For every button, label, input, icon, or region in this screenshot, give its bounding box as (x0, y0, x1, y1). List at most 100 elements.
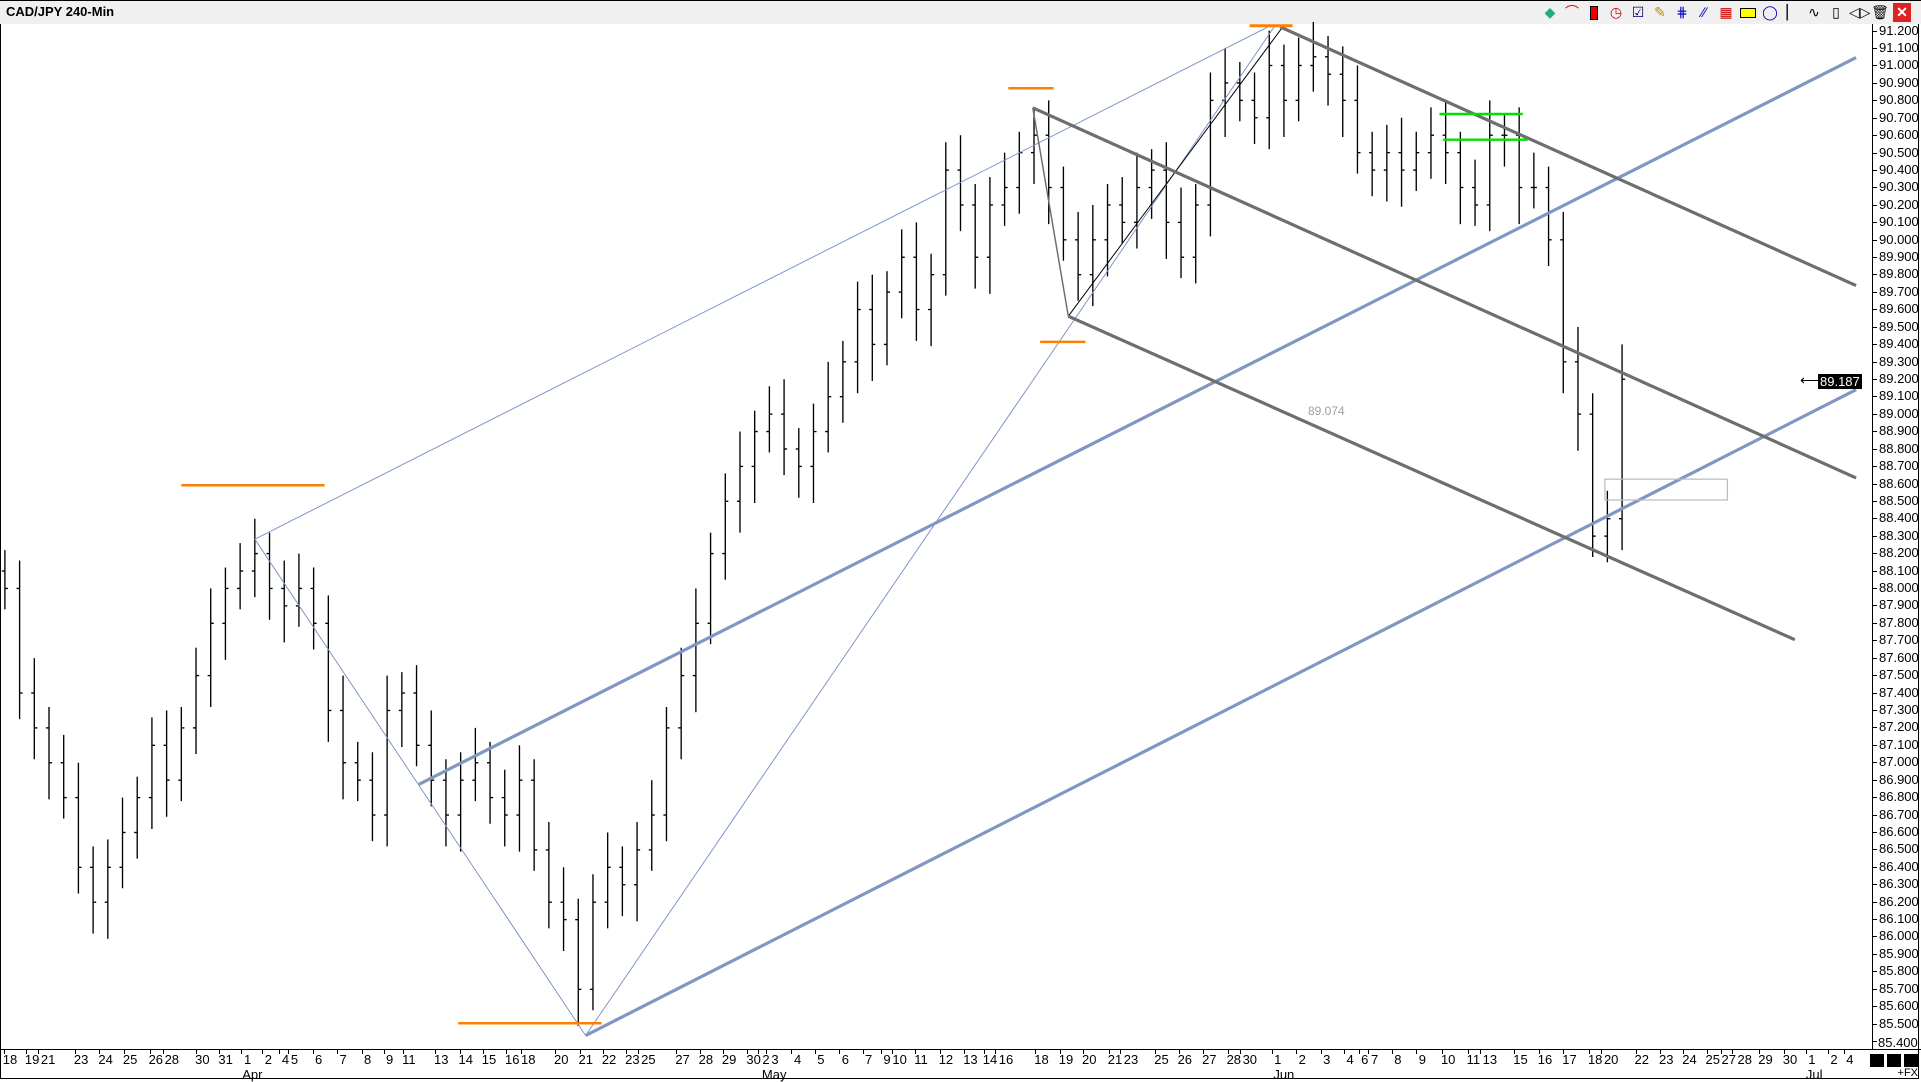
ohlc-bar (1295, 37, 1302, 122)
ohlc-bar (869, 274, 876, 382)
y-tick (1873, 431, 1877, 433)
x-tick (1635, 1050, 1637, 1054)
ohlc-bar (839, 340, 846, 423)
arrows-icon[interactable]: ◁▷ (1849, 4, 1871, 20)
x-tick-label: 30 (1782, 1052, 1798, 1067)
pitchfork-icon[interactable]: ⋕ (1676, 4, 1688, 20)
y-tick (1873, 1040, 1877, 1042)
x-tick-label: 4 (793, 1052, 802, 1067)
ohlc-bar (589, 874, 597, 1011)
x-tick (1035, 1050, 1037, 1054)
ohlc-bar (1310, 21, 1317, 92)
x-tick (361, 1050, 363, 1054)
ohlc-bar (678, 647, 685, 760)
x-tick (1239, 1050, 1241, 1054)
channel-line-middle[interactable] (1032, 106, 1857, 480)
fib-line[interactable] (254, 26, 1269, 540)
ohlc-bar (531, 759, 538, 871)
ohlc-bar (1163, 142, 1170, 259)
x-tick (1588, 1050, 1590, 1054)
x-tick (983, 1050, 985, 1054)
x-tick (880, 1050, 882, 1054)
x-tick (1296, 1050, 1298, 1054)
ohlc-bar (825, 361, 832, 453)
x-tick-label: 6 (315, 1052, 323, 1067)
blue-trendline-lower[interactable] (584, 388, 1857, 1037)
x-tick-label: 28 (1737, 1052, 1753, 1067)
pencil-icon[interactable]: ✎ (1654, 4, 1666, 20)
x-tick-label: 26 (1177, 1052, 1193, 1067)
x-tick-label: 9 (386, 1052, 394, 1067)
channel-line-bottom[interactable] (1067, 314, 1796, 642)
bar-icon[interactable]: ▏ (1786, 4, 1798, 20)
ohlc-bar (810, 403, 817, 504)
y-tick-label: 88.900 (1879, 423, 1919, 439)
x-tick-label: 9 (1418, 1052, 1426, 1067)
trash-icon[interactable]: 🗑 (1871, 4, 1889, 20)
x-tick-label: 5 (817, 1052, 825, 1067)
x-tick (765, 1050, 767, 1054)
zigzag-icon[interactable]: ∿ (1808, 4, 1820, 20)
ohlc-bar (604, 832, 611, 929)
grid-icon[interactable]: ▦ (1719, 4, 1733, 20)
ohlc-bar (251, 518, 258, 598)
x-tick-label: 15 (1513, 1052, 1528, 1067)
gray-box[interactable] (1604, 478, 1729, 501)
x-tick-label: 23 (625, 1052, 640, 1067)
ohlc-bar (413, 665, 420, 767)
y-tick (1873, 169, 1877, 171)
x-tick-label: 3 (1323, 1052, 1331, 1067)
y-tick-label: 85.600 (1879, 998, 1919, 1014)
x-tick (1827, 1050, 1829, 1054)
x-tick-label: 25 (1154, 1052, 1169, 1067)
ohlc-bar (207, 588, 214, 707)
drawing-objects (181, 24, 1857, 1037)
drawing-toolbar: ◆ ⌒ ◷ ☑ ✎ ⋕ ∕∕ ▦ ◯ ▏ ∿ ▯ ◁▷ 🗑 ✕ (1541, 3, 1911, 22)
x-tick (1538, 1050, 1540, 1054)
checklist-icon[interactable]: ☑ (1631, 4, 1645, 20)
fx-boxes[interactable] (1870, 1054, 1918, 1067)
ohlc-bar (369, 752, 376, 842)
candlestick-icon[interactable]: ▯ (1832, 4, 1840, 20)
price-axis[interactable]: 91.200 91.100 91.000 90.900 90.800 90.700 90.6… (1872, 23, 1921, 1049)
channel-line-top[interactable] (1279, 25, 1857, 287)
x-tick-label: 28 (164, 1052, 180, 1067)
y-tick-label: 90.200 (1879, 196, 1919, 212)
close-icon[interactable]: ✕ (1893, 3, 1911, 22)
rectangle-icon[interactable] (1739, 3, 1757, 22)
price-chart[interactable] (0, 0, 1872, 1049)
y-tick (1873, 274, 1877, 276)
x-tick-label: 19 (1058, 1052, 1074, 1067)
ohlc-bar (883, 271, 891, 366)
ohlc-bar (516, 745, 523, 852)
objects-icon[interactable]: ◆ (1544, 4, 1556, 20)
ohlc-bar (237, 543, 244, 610)
fib-line[interactable] (585, 26, 1275, 1036)
time-axis[interactable]: +FX 18 19 21 23 24 25 26 28 30 31 1 2 4 5 6 7 8 9 11 13 14 15… (0, 1049, 1921, 1082)
x-tick (163, 1050, 165, 1054)
ohlc-bar (1619, 344, 1626, 551)
fx-label[interactable]: +FX (1897, 1067, 1918, 1079)
y-tick-label: 88.500 (1879, 492, 1919, 508)
x-tick-label: 2 (264, 1052, 272, 1067)
candle-icon[interactable] (1585, 3, 1603, 22)
fib-line[interactable] (254, 538, 587, 1036)
channel-start[interactable] (1032, 107, 1070, 317)
clock-icon[interactable]: ◷ (1609, 4, 1623, 20)
x-tick (1441, 1050, 1443, 1054)
x-tick-label: 27 (675, 1052, 690, 1067)
ohlc-bar (1236, 62, 1243, 122)
ohlc-bar (1604, 490, 1611, 563)
rainbow-arcs-icon[interactable]: ⌒ (1565, 4, 1579, 20)
ohlc-bar (898, 229, 905, 319)
x-tick-label: 4 (281, 1052, 290, 1067)
ohlc-bar (1104, 184, 1111, 277)
x-tick (1732, 1050, 1734, 1054)
y-tick (1873, 744, 1877, 746)
y-tick-label: 88.600 (1879, 475, 1919, 491)
bottom-price-label: 85.400 (1878, 1035, 1918, 1050)
parallel-lines-icon[interactable]: ∕∕ (1701, 4, 1707, 20)
x-tick (1119, 1050, 1121, 1054)
circle-angle-icon[interactable]: ◯ (1762, 4, 1778, 20)
ohlc-bar (45, 706, 53, 800)
